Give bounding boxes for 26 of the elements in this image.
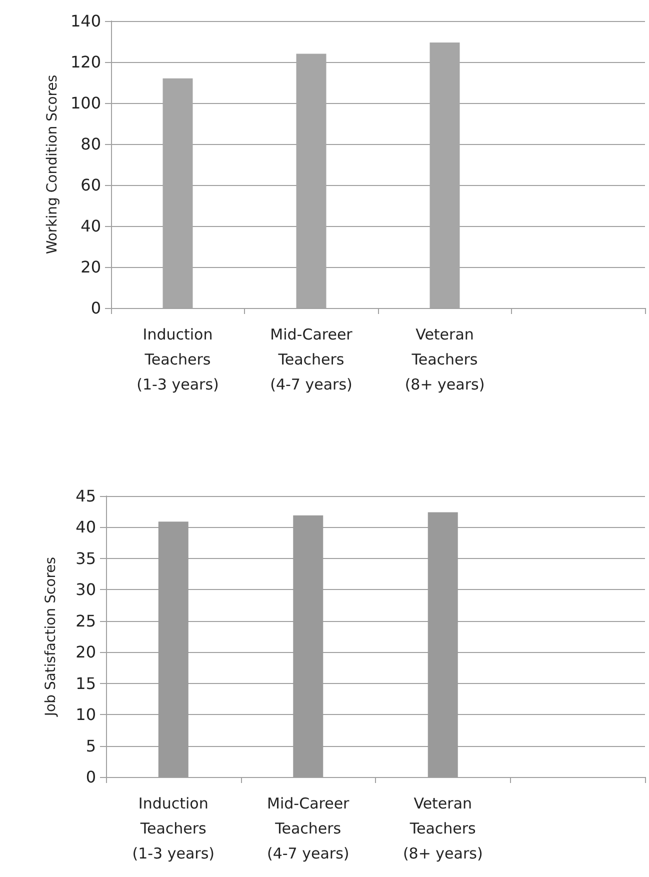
x-tick-label: Induction Teachers (1-3 years) — [132, 794, 215, 862]
x-tick-label: Induction Teachers (1-3 years) — [136, 326, 219, 394]
y-axis-title: Job Satisfaction Scores — [43, 556, 59, 718]
x-tick-label: Mid-Career Teachers (4-7 years) — [266, 794, 350, 862]
y-tick-label: 120 — [70, 52, 101, 72]
y-tick-label: 30 — [76, 580, 96, 600]
y-tick-label: 20 — [80, 258, 101, 276]
y-tick-label: 10 — [76, 705, 96, 724]
y-tick-label: 5 — [86, 736, 96, 756]
x-tick-label: Mid-Career Teachers (4-7 years) — [270, 326, 354, 394]
y-tick-label: 0 — [86, 768, 96, 786]
y-tick-label: 25 — [76, 611, 96, 630]
y-axis-title: Working Condition Scores — [44, 74, 61, 254]
y-tick-label: 20 — [76, 642, 96, 662]
x-tick-label: Veteran Teachers (8+ years) — [402, 794, 483, 862]
y-tick-label: 45 — [76, 486, 96, 506]
y-tick-label: 35 — [76, 548, 96, 568]
y-tick-label: 40 — [80, 216, 101, 236]
y-tick-label: 140 — [70, 12, 101, 30]
y-tick-label: 15 — [76, 674, 96, 693]
x-tick-label: Veteran Teachers (8+ years) — [404, 326, 485, 394]
y-tick-label: 0 — [90, 298, 101, 318]
y-tick-label: 100 — [70, 94, 101, 112]
y-tick-label: 40 — [76, 518, 96, 537]
y-tick-label: 60 — [80, 176, 101, 194]
y-tick-label: 80 — [80, 134, 101, 154]
